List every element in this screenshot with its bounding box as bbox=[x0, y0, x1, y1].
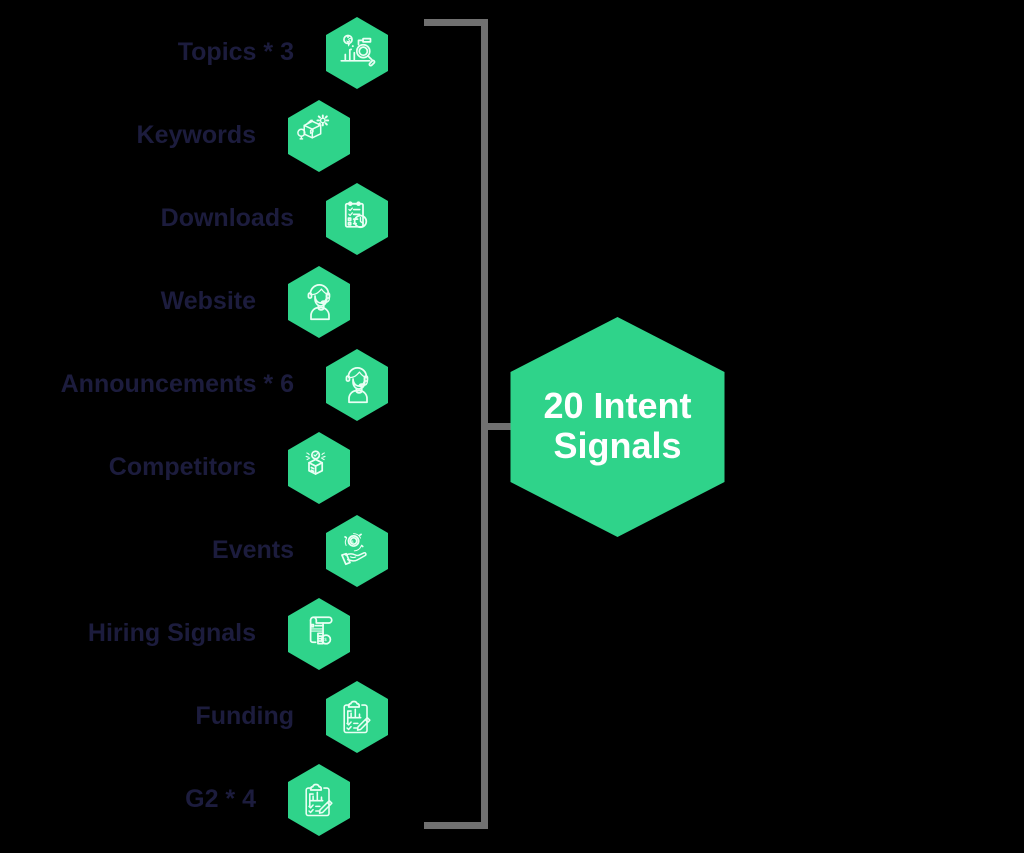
svg-text:Signals: Signals bbox=[553, 425, 681, 466]
svg-text:20 Intent: 20 Intent bbox=[543, 385, 691, 426]
